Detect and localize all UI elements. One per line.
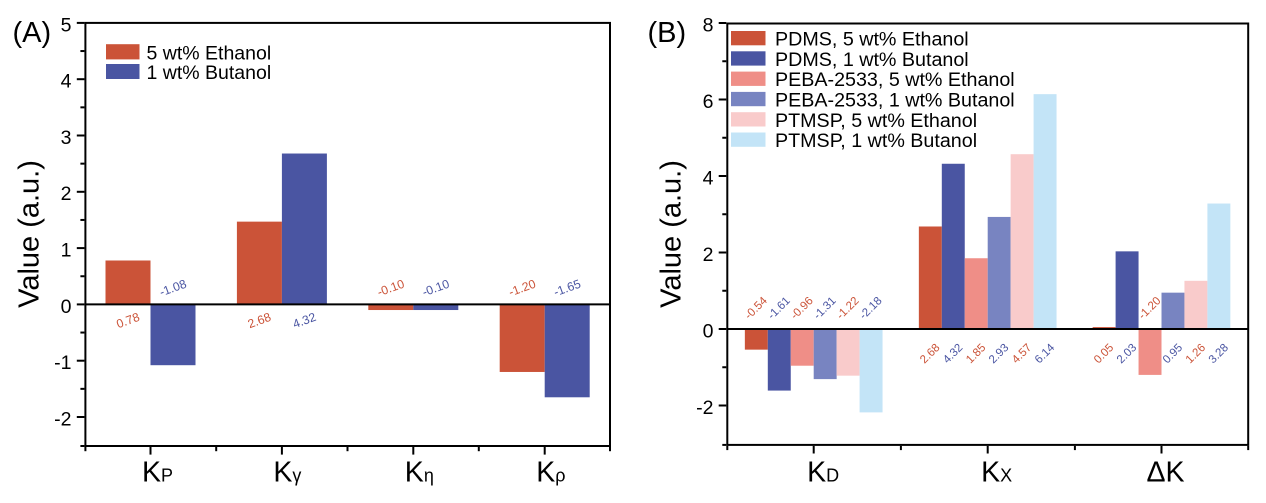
svg-text:5: 5: [61, 14, 72, 36]
svg-text:0.78: 0.78: [114, 310, 141, 331]
svg-text:3: 3: [61, 127, 72, 149]
svg-text:1 wt% Butanol: 1 wt% Butanol: [147, 62, 272, 84]
svg-text:-0.96: -0.96: [789, 295, 816, 322]
svg-text:KX: KX: [981, 457, 1012, 489]
svg-text:Value (a.u.): Value (a.u.): [13, 160, 45, 308]
svg-text:(A): (A): [13, 17, 52, 49]
svg-text:Kγ: Kγ: [273, 457, 301, 489]
svg-text:0.95: 0.95: [1161, 342, 1185, 366]
svg-text:0: 0: [703, 320, 714, 342]
svg-text:-0.54: -0.54: [743, 295, 770, 322]
svg-text:ΔK: ΔK: [1146, 457, 1184, 489]
svg-text:-1: -1: [54, 352, 71, 374]
svg-text:0.05: 0.05: [1092, 342, 1116, 366]
svg-text:2.93: 2.93: [987, 342, 1011, 366]
svg-text:2.03: 2.03: [1115, 342, 1139, 366]
svg-text:Kη: Kη: [405, 457, 434, 489]
svg-text:-1.22: -1.22: [835, 295, 862, 322]
svg-text:(B): (B): [648, 17, 687, 49]
svg-text:4.57: 4.57: [1010, 342, 1034, 366]
svg-text:6: 6: [703, 91, 714, 113]
svg-text:4.32: 4.32: [941, 342, 965, 366]
svg-text:Value (a.u.): Value (a.u.): [656, 160, 688, 308]
svg-text:4: 4: [61, 71, 72, 93]
svg-text:PTMSP, 5 wt% Ethanol: PTMSP, 5 wt% Ethanol: [775, 110, 977, 132]
svg-text:4: 4: [703, 167, 714, 189]
svg-text:PEBA-2533, 1 wt% Butanol: PEBA-2533, 1 wt% Butanol: [775, 90, 1015, 112]
svg-text:2: 2: [61, 183, 72, 205]
svg-text:4.32: 4.32: [291, 310, 318, 331]
svg-text:KP: KP: [142, 457, 173, 489]
svg-text:PTMSP, 1 wt% Butanol: PTMSP, 1 wt% Butanol: [775, 130, 977, 152]
svg-text:-0.10: -0.10: [375, 277, 406, 300]
svg-text:-1.61: -1.61: [766, 295, 793, 322]
svg-text:1.85: 1.85: [964, 342, 988, 366]
svg-text:2: 2: [703, 244, 714, 266]
svg-text:PDMS, 5 wt% Ethanol: PDMS, 5 wt% Ethanol: [775, 29, 969, 51]
svg-text:-1.31: -1.31: [812, 295, 839, 322]
svg-text:-1.65: -1.65: [552, 277, 583, 300]
svg-text:1: 1: [61, 240, 72, 262]
svg-text:-2.18: -2.18: [858, 295, 885, 322]
svg-text:-1.20: -1.20: [507, 277, 538, 300]
svg-text:0: 0: [61, 296, 72, 318]
svg-text:2.68: 2.68: [918, 342, 942, 366]
svg-text:6.14: 6.14: [1033, 341, 1058, 366]
svg-text:2.68: 2.68: [246, 310, 273, 331]
svg-text:KD: KD: [807, 457, 839, 489]
svg-text:-0.10: -0.10: [420, 277, 451, 300]
svg-text:-1.20: -1.20: [1137, 295, 1164, 322]
svg-text:PEBA-2533, 5 wt% Ethanol: PEBA-2533, 5 wt% Ethanol: [775, 69, 1015, 91]
svg-text:3.28: 3.28: [1207, 342, 1231, 366]
svg-text:PDMS, 1 wt% Butanol: PDMS, 1 wt% Butanol: [775, 49, 969, 71]
svg-text:5 wt% Ethanol: 5 wt% Ethanol: [147, 42, 272, 64]
svg-text:-1.08: -1.08: [158, 277, 189, 300]
svg-text:Kρ: Kρ: [536, 457, 565, 489]
svg-text:-2: -2: [696, 397, 713, 419]
svg-text:-2: -2: [54, 408, 71, 430]
svg-text:8: 8: [703, 14, 714, 36]
svg-text:1.26: 1.26: [1184, 342, 1208, 366]
